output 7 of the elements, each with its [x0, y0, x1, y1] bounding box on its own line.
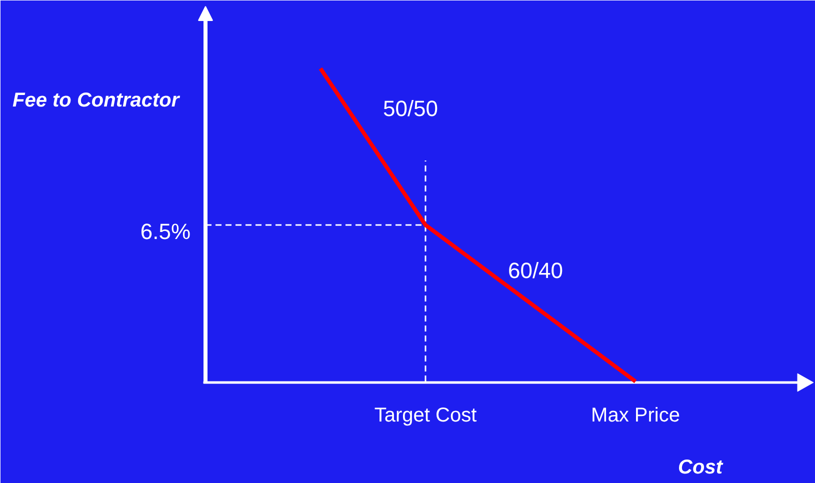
x-tick-label: Max Price	[591, 404, 680, 426]
x-axis-title: Cost	[678, 456, 724, 478]
text: 6.5%	[140, 219, 191, 244]
annotation: 50/50	[382, 96, 438, 121]
y-axis-title: Fee to Contractor	[12, 90, 180, 112]
x-tick-label: Target Cost	[374, 404, 478, 426]
annotation: 60/40	[508, 258, 564, 283]
